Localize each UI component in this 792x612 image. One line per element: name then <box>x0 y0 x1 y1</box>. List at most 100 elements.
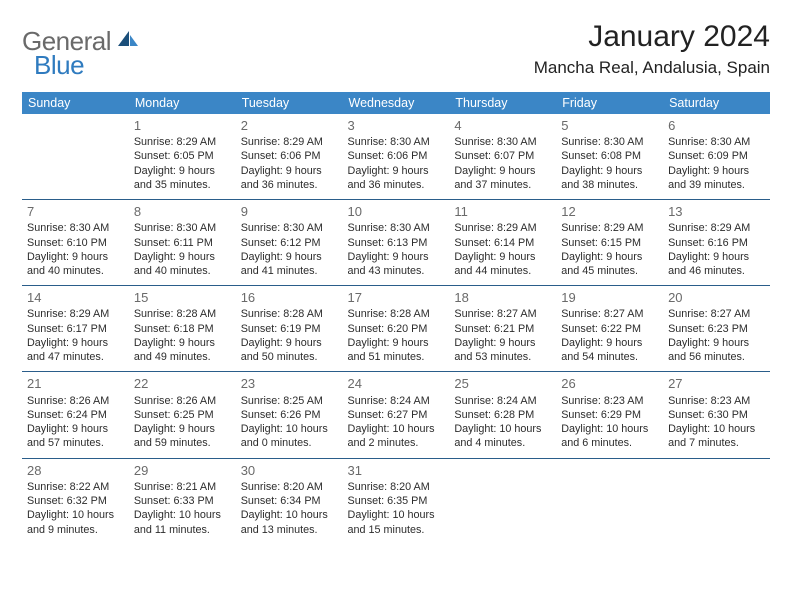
sunrise-text: Sunrise: 8:24 AM <box>454 394 551 408</box>
sunset-text: Sunset: 6:06 PM <box>241 149 338 163</box>
day-number: 15 <box>134 289 231 306</box>
sunrise-text: Sunrise: 8:30 AM <box>134 221 231 235</box>
day-number: 11 <box>454 203 551 220</box>
calendar-day-cell: 5Sunrise: 8:30 AMSunset: 6:08 PMDaylight… <box>556 114 663 200</box>
daylight-text: and 49 minutes. <box>134 350 231 364</box>
sunrise-text: Sunrise: 8:26 AM <box>134 394 231 408</box>
sunset-text: Sunset: 6:25 PM <box>134 408 231 422</box>
sunrise-text: Sunrise: 8:27 AM <box>668 307 765 321</box>
sunrise-text: Sunrise: 8:30 AM <box>454 135 551 149</box>
sunset-text: Sunset: 6:24 PM <box>27 408 124 422</box>
daylight-text: and 9 minutes. <box>27 523 124 537</box>
day-number: 12 <box>561 203 658 220</box>
sunrise-text: Sunrise: 8:28 AM <box>134 307 231 321</box>
daylight-text: and 6 minutes. <box>561 436 658 450</box>
calendar-week-row: 7Sunrise: 8:30 AMSunset: 6:10 PMDaylight… <box>22 200 770 286</box>
sunset-text: Sunset: 6:10 PM <box>27 236 124 250</box>
calendar-day-cell: 8Sunrise: 8:30 AMSunset: 6:11 PMDaylight… <box>129 200 236 286</box>
sunrise-text: Sunrise: 8:23 AM <box>668 394 765 408</box>
daylight-text: Daylight: 10 hours <box>454 422 551 436</box>
daylight-text: and 50 minutes. <box>241 350 338 364</box>
day-number: 4 <box>454 117 551 134</box>
day-number: 26 <box>561 375 658 392</box>
sunrise-text: Sunrise: 8:21 AM <box>134 480 231 494</box>
daylight-text: Daylight: 9 hours <box>561 250 658 264</box>
day-number: 21 <box>27 375 124 392</box>
sunrise-text: Sunrise: 8:20 AM <box>348 480 445 494</box>
weekday-header: Tuesday <box>236 92 343 114</box>
sunset-text: Sunset: 6:14 PM <box>454 236 551 250</box>
daylight-text: Daylight: 10 hours <box>561 422 658 436</box>
weekday-header-row: Sunday Monday Tuesday Wednesday Thursday… <box>22 92 770 114</box>
day-number: 3 <box>348 117 445 134</box>
sunrise-text: Sunrise: 8:27 AM <box>454 307 551 321</box>
daylight-text: and 47 minutes. <box>27 350 124 364</box>
calendar-day-cell: 3Sunrise: 8:30 AMSunset: 6:06 PMDaylight… <box>343 114 450 200</box>
calendar-day-cell: 9Sunrise: 8:30 AMSunset: 6:12 PMDaylight… <box>236 200 343 286</box>
brand-part2-wrap: Blue <box>34 50 84 81</box>
calendar-day-cell: 11Sunrise: 8:29 AMSunset: 6:14 PMDayligh… <box>449 200 556 286</box>
brand-part2: Blue <box>34 50 84 80</box>
day-number: 10 <box>348 203 445 220</box>
sunrise-text: Sunrise: 8:29 AM <box>241 135 338 149</box>
calendar-day-cell <box>556 458 663 544</box>
daylight-text: and 51 minutes. <box>348 350 445 364</box>
sunset-text: Sunset: 6:32 PM <box>27 494 124 508</box>
calendar-day-cell: 30Sunrise: 8:20 AMSunset: 6:34 PMDayligh… <box>236 458 343 544</box>
sunset-text: Sunset: 6:23 PM <box>668 322 765 336</box>
daylight-text: and 43 minutes. <box>348 264 445 278</box>
daylight-text: Daylight: 10 hours <box>668 422 765 436</box>
sunset-text: Sunset: 6:26 PM <box>241 408 338 422</box>
calendar-day-cell: 17Sunrise: 8:28 AMSunset: 6:20 PMDayligh… <box>343 286 450 372</box>
calendar-week-row: 21Sunrise: 8:26 AMSunset: 6:24 PMDayligh… <box>22 372 770 458</box>
sunrise-text: Sunrise: 8:26 AM <box>27 394 124 408</box>
daylight-text: Daylight: 9 hours <box>27 422 124 436</box>
sunset-text: Sunset: 6:17 PM <box>27 322 124 336</box>
sunset-text: Sunset: 6:15 PM <box>561 236 658 250</box>
day-number: 25 <box>454 375 551 392</box>
calendar-day-cell: 20Sunrise: 8:27 AMSunset: 6:23 PMDayligh… <box>663 286 770 372</box>
day-number: 20 <box>668 289 765 306</box>
calendar-day-cell: 4Sunrise: 8:30 AMSunset: 6:07 PMDaylight… <box>449 114 556 200</box>
calendar-day-cell: 21 Sunrise: 8:26 AMSunset: 6:24 PMDayligh… <box>22 372 129 458</box>
calendar-day-cell: 18Sunrise: 8:27 AMSunset: 6:21 PMDayligh… <box>449 286 556 372</box>
daylight-text: and 59 minutes. <box>134 436 231 450</box>
day-number: 14 <box>27 289 124 306</box>
day-number: 23 <box>241 375 338 392</box>
daylight-text: and 36 minutes. <box>348 178 445 192</box>
calendar-table: Sunday Monday Tuesday Wednesday Thursday… <box>22 92 770 544</box>
day-number: 19 <box>561 289 658 306</box>
daylight-text: Daylight: 9 hours <box>241 336 338 350</box>
sunset-text: Sunset: 6:18 PM <box>134 322 231 336</box>
daylight-text: Daylight: 10 hours <box>134 508 231 522</box>
sunset-text: Sunset: 6:33 PM <box>134 494 231 508</box>
calendar-day-cell: 12Sunrise: 8:29 AMSunset: 6:15 PMDayligh… <box>556 200 663 286</box>
month-title: January 2024 <box>534 20 770 54</box>
sunrise-text: Sunrise: 8:23 AM <box>561 394 658 408</box>
day-number: 2 <box>241 117 338 134</box>
daylight-text: and 4 minutes. <box>454 436 551 450</box>
daylight-text: and 56 minutes. <box>668 350 765 364</box>
sunrise-text: Sunrise: 8:29 AM <box>454 221 551 235</box>
daylight-text: Daylight: 9 hours <box>454 336 551 350</box>
daylight-text: Daylight: 9 hours <box>561 336 658 350</box>
daylight-text: Daylight: 9 hours <box>348 336 445 350</box>
sunrise-text: Sunrise: 8:28 AM <box>348 307 445 321</box>
sunset-text: Sunset: 6:29 PM <box>561 408 658 422</box>
sunset-text: Sunset: 6:09 PM <box>668 149 765 163</box>
daylight-text: and 15 minutes. <box>348 523 445 537</box>
day-number: 8 <box>134 203 231 220</box>
day-number: 24 <box>348 375 445 392</box>
daylight-text: Daylight: 10 hours <box>348 508 445 522</box>
sunrise-text: Sunrise: 8:29 AM <box>561 221 658 235</box>
calendar-day-cell: 28Sunrise: 8:22 AMSunset: 6:32 PMDayligh… <box>22 458 129 544</box>
sunset-text: Sunset: 6:20 PM <box>348 322 445 336</box>
sunset-text: Sunset: 6:08 PM <box>561 149 658 163</box>
daylight-text: and 44 minutes. <box>454 264 551 278</box>
title-block: January 2024 Mancha Real, Andalusia, Spa… <box>534 20 770 78</box>
daylight-text: Daylight: 9 hours <box>134 164 231 178</box>
sunset-text: Sunset: 6:05 PM <box>134 149 231 163</box>
day-number: 28 <box>27 462 124 479</box>
sunset-text: Sunset: 6:28 PM <box>454 408 551 422</box>
daylight-text: Daylight: 9 hours <box>348 250 445 264</box>
